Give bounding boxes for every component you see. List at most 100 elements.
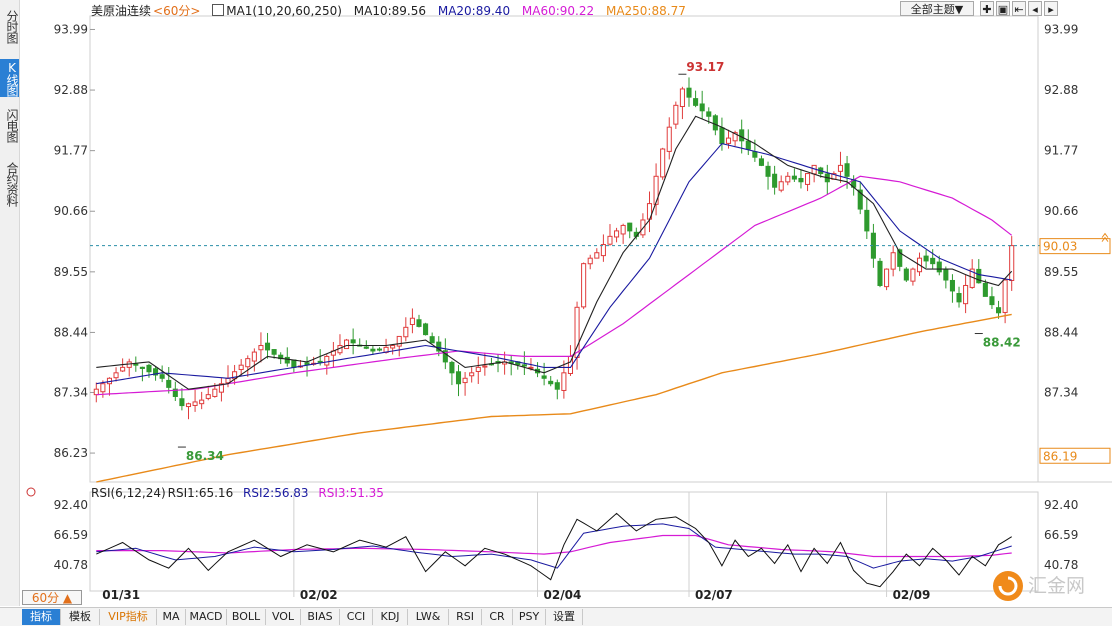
- rsi-params: RSI(6,12,24): [91, 486, 166, 500]
- candle-body: [521, 364, 527, 367]
- candle-body: [482, 365, 488, 368]
- y-tick-label-right: 90.66: [1044, 204, 1078, 218]
- candle-body: [317, 360, 323, 363]
- tab-cr[interactable]: CR: [482, 609, 513, 625]
- candle-body: [258, 345, 264, 351]
- recent-low-label: 88.42: [983, 336, 1021, 350]
- rsi2-line: [96, 523, 1012, 569]
- theme-dropdown[interactable]: 全部主题▼: [900, 1, 974, 16]
- site-logo: 汇金网: [990, 568, 1110, 604]
- sidebar-tab-timeshare[interactable]: 分时图: [5, 9, 19, 43]
- x-tick-label: 02/02: [300, 588, 338, 602]
- y-tick-label-right: 88.44: [1044, 325, 1078, 339]
- candle-body: [291, 359, 297, 368]
- tab-ma[interactable]: MA: [157, 609, 186, 625]
- crosshair-icon[interactable]: ✚: [980, 1, 994, 16]
- tab-settings[interactable]: 设置: [546, 609, 583, 625]
- candle-body: [699, 103, 705, 112]
- tab-kdj[interactable]: KDJ: [373, 609, 408, 625]
- y-tick-label-left: 90.66: [54, 204, 88, 218]
- candle-body: [284, 356, 290, 364]
- ma10-line: [96, 115, 1013, 390]
- tab-macd[interactable]: MACD: [186, 609, 227, 625]
- rsi1-line: [96, 512, 1012, 588]
- ma10-value: MA10:89.56: [353, 4, 427, 18]
- rsi3-line: [96, 534, 1012, 558]
- candle-body: [100, 383, 106, 393]
- candle-body: [363, 346, 369, 349]
- tab-indicator[interactable]: 指标: [22, 609, 61, 625]
- candle-body: [600, 244, 606, 257]
- candle-body: [660, 148, 666, 178]
- tab-bias[interactable]: BIAS: [301, 609, 340, 625]
- tab-vip-indicator[interactable]: VIP指标: [100, 609, 157, 625]
- candle-body: [679, 88, 685, 108]
- candle-body: [409, 317, 415, 326]
- candle-body: [120, 366, 126, 372]
- candle-body: [903, 268, 909, 281]
- candle-body: [548, 380, 554, 385]
- candle-body: [982, 282, 988, 297]
- rsi-legend: RSI(6,12,24) RSI1:65.16 RSI2:56.83 RSI3:5…: [91, 486, 390, 500]
- candle-body: [251, 351, 257, 362]
- ma-icon: [212, 4, 225, 16]
- candle-body: [923, 255, 929, 262]
- sidebar-tab-flash[interactable]: 闪电图: [5, 108, 19, 142]
- svg-text:汇金网: 汇金网: [1028, 575, 1085, 597]
- tab-rsi[interactable]: RSI: [449, 609, 482, 625]
- sidebar: 分时图 K线图 闪电图 合约资料: [0, 0, 20, 606]
- candle-body: [653, 175, 659, 205]
- candle-body: [113, 372, 119, 379]
- x-tick-label: 02/04: [544, 588, 582, 602]
- candle-body: [837, 164, 844, 172]
- candle-body: [798, 177, 804, 183]
- candle-body: [930, 257, 936, 265]
- candle-body: [785, 175, 791, 183]
- candle-body: [416, 319, 422, 327]
- y-tick-label-right: 89.55: [1044, 265, 1078, 279]
- rsi-tick-label-left: 66.59: [54, 528, 88, 542]
- symbol-name: 美原油连续: [91, 4, 152, 18]
- tab-lwr[interactable]: LW&: [408, 609, 449, 625]
- logo-icon: 汇金网: [993, 571, 1085, 601]
- y-tick-label-right: 93.99: [1044, 22, 1078, 36]
- candle-body: [666, 126, 672, 152]
- candle-body: [153, 368, 159, 376]
- period-label: <60分>: [153, 4, 201, 18]
- candle-body: [192, 401, 198, 406]
- candle-body: [765, 165, 771, 177]
- tab-vol[interactable]: VOL: [266, 609, 301, 625]
- sidebar-tab-contract[interactable]: 合约资料: [5, 162, 19, 206]
- period-selector[interactable]: 60分 ▲: [22, 590, 82, 605]
- candle-body: [403, 326, 409, 338]
- candle-body: [370, 348, 376, 352]
- first-icon[interactable]: ⇤: [1012, 1, 1026, 16]
- low-label: 86.34: [186, 449, 224, 463]
- tab-cci[interactable]: CCI: [340, 609, 373, 625]
- tab-template[interactable]: 模板: [61, 609, 100, 625]
- rsi-tick-label-left: 92.40: [54, 498, 88, 512]
- zoom-in-icon[interactable]: ▣: [996, 1, 1010, 16]
- candle-body: [344, 339, 350, 350]
- candle-body: [995, 307, 1002, 314]
- candle-body: [949, 279, 955, 292]
- candle-body: [205, 394, 211, 399]
- candle-body: [271, 349, 277, 355]
- candle-body: [449, 361, 455, 374]
- candle-body: [963, 284, 969, 305]
- ma250-line: [96, 313, 1012, 483]
- indicator-tab-bar: 指标 模板 VIP指标 MA MACD BOLL VOL BIAS CCI KD…: [0, 607, 1112, 626]
- y-tick-label-left: 88.44: [54, 325, 88, 339]
- sidebar-tab-kline[interactable]: K线图: [0, 59, 19, 97]
- next-icon[interactable]: ▸: [1044, 1, 1058, 16]
- tab-boll[interactable]: BOLL: [227, 609, 266, 625]
- candle-body: [620, 224, 626, 235]
- candle-body: [561, 372, 567, 391]
- candle-body: [1002, 279, 1008, 313]
- ma250-value: MA250:88.77: [605, 4, 686, 18]
- tab-psy[interactable]: PSY: [513, 609, 546, 625]
- y-tick-label-right: 87.34: [1044, 385, 1078, 399]
- y-tick-label-right: 92.88: [1044, 83, 1078, 97]
- prev-icon[interactable]: ◂: [1028, 1, 1042, 16]
